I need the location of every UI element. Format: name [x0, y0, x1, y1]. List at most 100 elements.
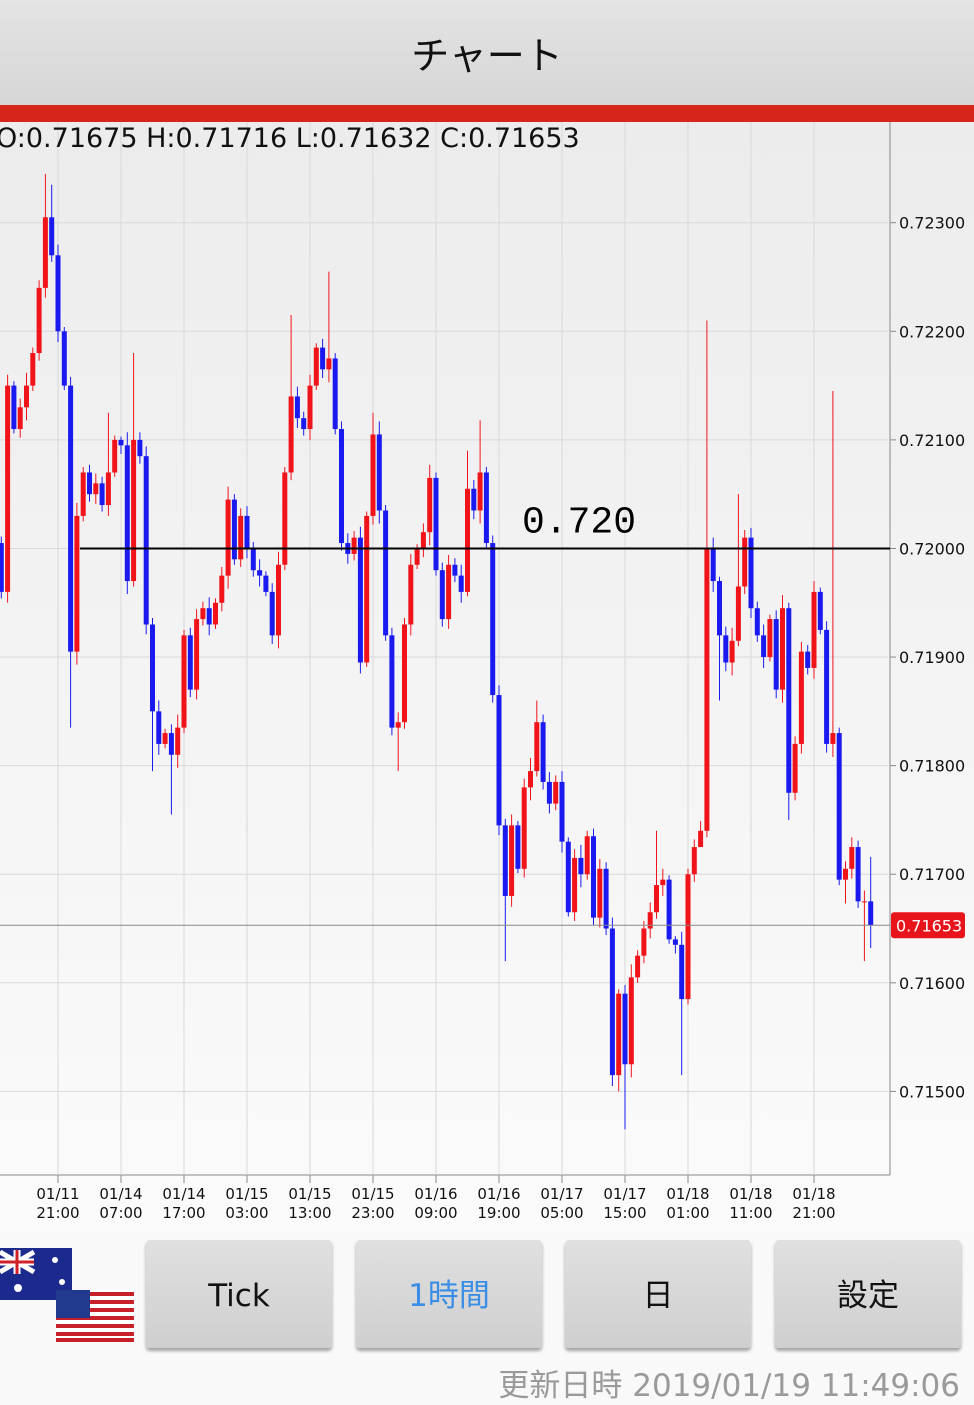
hour-button[interactable]: 1時間 [356, 1240, 542, 1348]
last-price-label: 0.71653 [896, 916, 962, 935]
candle-body [553, 781, 559, 804]
candle-body [49, 217, 55, 256]
candle-body [219, 575, 225, 603]
candle-body [647, 912, 653, 929]
candle-body [465, 488, 470, 592]
header-bar [0, 105, 974, 122]
candle-body [685, 874, 691, 1000]
candle-body [131, 439, 137, 582]
candle-body [710, 548, 716, 582]
candle-body [773, 619, 779, 690]
y-tick-label: 0.71600 [899, 974, 965, 993]
candle-body [452, 564, 458, 576]
candle-body [402, 624, 407, 723]
candle-body [603, 868, 609, 929]
candle-body [420, 532, 426, 549]
candle-body [817, 591, 823, 630]
candle-body [534, 722, 540, 772]
candle-body [112, 439, 118, 473]
candle-body [68, 385, 74, 652]
candle-body [446, 564, 452, 620]
candle-body [502, 825, 508, 896]
candle-body [301, 418, 307, 430]
candle-body [805, 651, 811, 668]
candle-body [748, 537, 754, 609]
candle-body [868, 901, 874, 926]
candle-body [811, 591, 817, 668]
candle-body [742, 537, 748, 587]
candle-body [244, 515, 250, 549]
candle-body [660, 879, 666, 886]
candle-body [313, 347, 319, 386]
candle-body [861, 901, 867, 903]
candle-body [168, 733, 174, 755]
candle-body [433, 477, 439, 571]
candle-body [156, 711, 162, 744]
candle-body [257, 570, 263, 576]
candle-body [30, 353, 36, 386]
x-tick-label: 01/15 13:00 [288, 1185, 332, 1222]
candle-body [200, 608, 206, 620]
candle-body [93, 483, 99, 495]
candle-body [628, 977, 634, 1065]
candle-body [496, 695, 502, 826]
candle-body [439, 570, 445, 620]
candle-body [187, 635, 193, 690]
candle-body [137, 439, 143, 457]
candle-body [225, 499, 231, 576]
candle-body [767, 619, 773, 658]
chart-background [0, 122, 974, 1232]
candle-body [0, 543, 4, 592]
settings-button[interactable]: 設定 [775, 1240, 961, 1348]
candle-body [824, 629, 830, 744]
candle-body [591, 836, 596, 918]
x-tick-label: 01/11 21:00 [36, 1185, 80, 1222]
candle-body [42, 217, 48, 288]
candle-body [414, 548, 420, 565]
candle-body [351, 537, 357, 554]
candle-body [118, 439, 124, 446]
candle-body [635, 955, 641, 978]
candle-body [99, 483, 105, 506]
candle-body [5, 385, 11, 592]
candle-body [666, 879, 672, 940]
candle-body [578, 857, 584, 875]
y-tick-label: 0.71500 [899, 1082, 965, 1101]
candle-body [269, 591, 275, 636]
candle-body [213, 602, 218, 625]
candle-body [194, 619, 200, 690]
x-tick-label: 01/14 07:00 [99, 1185, 143, 1222]
candle-body [17, 407, 23, 430]
candle-body [326, 358, 332, 370]
candle-body [691, 847, 697, 875]
y-tick-label: 0.71700 [899, 865, 965, 884]
candle-body [792, 743, 798, 793]
candle-body [786, 608, 792, 793]
candle-body [521, 787, 527, 869]
update-time: 更新日時 2019/01/19 11:49:06 [498, 1368, 960, 1404]
candle-body [616, 993, 622, 1076]
y-tick-label: 0.71900 [899, 648, 965, 667]
tick-button[interactable]: Tick [146, 1240, 332, 1348]
candle-body [36, 287, 42, 354]
candle-body [483, 472, 489, 544]
candle-body [238, 515, 244, 560]
candle-body [754, 608, 760, 636]
candle-body [105, 472, 111, 506]
day-button[interactable]: 日 [565, 1240, 751, 1348]
candle-body [798, 651, 804, 744]
candle-body [124, 445, 130, 582]
candle-body [24, 385, 29, 408]
y-tick-label: 0.72200 [899, 322, 965, 341]
candle-body [471, 488, 477, 511]
candle-body [364, 515, 370, 663]
x-tick-label: 01/18 11:00 [729, 1185, 773, 1222]
candle-body [698, 830, 704, 848]
candle-body [263, 575, 269, 592]
candle-body [87, 472, 92, 495]
candle-body [672, 939, 678, 945]
candle-body [294, 396, 300, 419]
y-tick-label: 0.71800 [899, 757, 965, 776]
